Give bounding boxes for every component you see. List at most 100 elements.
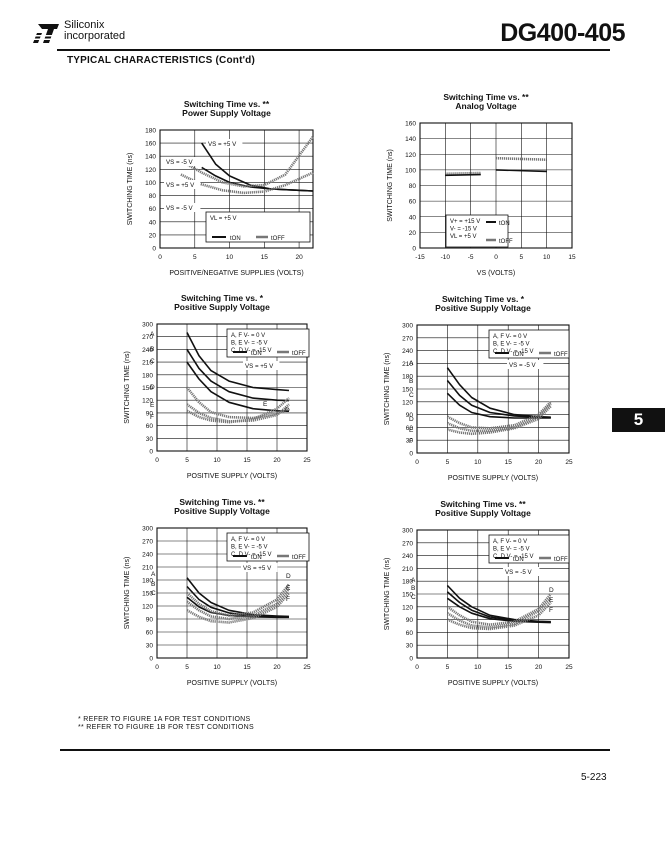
y-tick-label: 0: [149, 656, 153, 663]
y-tick-label: 0: [412, 246, 416, 253]
y-tick-label: 0: [152, 246, 156, 253]
y-tick-label: 30: [406, 643, 414, 650]
curve-label-B: B: [411, 585, 415, 592]
legend-ton-label: tON: [251, 351, 262, 357]
y-tick-label: 80: [409, 183, 417, 190]
series-ton: [201, 142, 314, 192]
curve-label-F: F: [150, 414, 154, 421]
annotation-label: VS = -5 V: [166, 205, 194, 212]
y-tick-label: 120: [402, 399, 413, 406]
y-axis-label: SWITCHING TIME (ns): [384, 353, 391, 426]
y-tick-label: 270: [402, 335, 413, 342]
y-tick-label: 120: [142, 398, 153, 405]
x-tick-label: 15: [243, 457, 251, 464]
y-tick-label: 180: [142, 372, 153, 379]
chart-title: Analog Voltage: [455, 101, 517, 111]
series-ton-B: [186, 348, 290, 402]
x-tick-label: 15: [261, 254, 269, 261]
series-ton: [495, 169, 547, 173]
charts-canvas: Switching Time vs. ** Power Supply Voltag…: [124, 92, 576, 687]
chart-title: Switching Time vs. **: [179, 497, 265, 507]
y-tick-label: 180: [402, 374, 413, 381]
y-tick-label: 120: [405, 152, 416, 159]
curve-label-C: C: [409, 392, 414, 399]
x-axis-label: POSITIVE SUPPLY (VOLTS): [187, 473, 277, 480]
y-tick-label: 60: [146, 423, 154, 430]
curve-label-E: E: [150, 402, 155, 409]
y-tick-label: 300: [402, 528, 413, 535]
series-ton-A: [186, 577, 290, 618]
chart-title: Switching Time vs. *: [442, 294, 525, 304]
chart-title: Positive Supply Voltage: [435, 303, 531, 313]
curve-label-B: B: [150, 346, 154, 353]
y-tick-label: 60: [149, 206, 157, 213]
brand-subtitle: incorporated: [64, 30, 126, 42]
x-tick-label: 5: [446, 664, 450, 671]
y-tick-label: 20: [409, 230, 417, 237]
chart-title: Power Supply Voltage: [182, 108, 271, 118]
legend-toff-label: tOFF: [554, 557, 568, 563]
y-tick-label: 160: [405, 121, 416, 128]
legend-text: A, F V- = 0 V: [493, 334, 527, 340]
y-tick-label: 160: [145, 141, 156, 148]
annotation-label: VS = +5 V: [243, 565, 272, 572]
part-number: DG400-405: [500, 19, 625, 47]
y-tick-label: 240: [142, 552, 153, 559]
y-tick-label: 240: [402, 553, 413, 560]
section-title: TYPICAL CHARACTERISTICS (Cont'd): [67, 55, 256, 66]
y-tick-label: 120: [142, 604, 153, 611]
x-tick-label: 25: [565, 664, 573, 671]
series-toff-D: [186, 583, 291, 617]
x-tick-label: 0: [415, 664, 419, 671]
x-tick-label: 5: [185, 457, 189, 464]
y-tick-label: 180: [402, 579, 413, 586]
x-tick-label: 15: [243, 664, 251, 671]
y-axis-label: SWITCHING TIME (ns): [127, 153, 134, 226]
legend-text: VL = +5 V: [450, 234, 476, 240]
page-number: 5-223: [581, 772, 607, 783]
y-tick-label: 240: [402, 348, 413, 355]
chart-title: Switching Time vs. *: [181, 293, 264, 303]
siliconix-logo: [33, 24, 59, 43]
x-tick-label: 5: [520, 254, 524, 261]
x-tick-label: 10: [474, 664, 482, 671]
y-tick-label: 270: [142, 334, 153, 341]
y-tick-label: 240: [142, 347, 153, 354]
curve-label-A: A: [151, 571, 156, 578]
y-tick-label: 210: [142, 360, 153, 367]
annotation-label: VS = -5 V: [509, 362, 537, 369]
x-tick-label: 10: [474, 459, 482, 466]
x-tick-label: 0: [155, 457, 159, 464]
annotation-bg: [241, 563, 278, 572]
x-tick-label: 20: [273, 664, 281, 671]
chart-6: Switching Time vs. **Positive Supply Vol…: [384, 499, 573, 687]
series-toff-F: [446, 601, 552, 631]
curve-label-F: F: [549, 607, 553, 614]
series-ton-A: [446, 367, 551, 418]
chart-5: Switching Time vs. **Positive Supply Vol…: [124, 497, 311, 687]
footnote-2: ** REFER TO FIGURE 1B FOR TEST CONDITION…: [78, 724, 254, 731]
series-toff-D: [185, 386, 290, 420]
legend-text: A, F V- = 0 V: [493, 539, 527, 545]
x-tick-label: 0: [158, 254, 162, 261]
x-tick-label: 10: [226, 254, 234, 261]
curve-label-C: C: [411, 594, 416, 601]
y-tick-label: 0: [409, 656, 413, 663]
legend-text: A, F V- = 0 V: [231, 333, 265, 339]
x-tick-label: 5: [193, 254, 197, 261]
series-toff-E: [186, 587, 291, 621]
x-tick-label: -5: [468, 254, 474, 261]
y-tick-label: 0: [409, 451, 413, 458]
chart-title: Positive Supply Voltage: [174, 302, 270, 312]
y-tick-label: 60: [406, 425, 414, 432]
chart-title: Switching Time vs. **: [443, 92, 529, 102]
annotation-bg: [507, 360, 544, 369]
x-tick-label: 0: [494, 254, 498, 261]
annotation-bg: [164, 203, 201, 212]
curve-label-F: F: [409, 438, 413, 445]
legend-toff-label: tOFF: [292, 555, 306, 561]
brand-name: Siliconix: [64, 19, 105, 31]
y-tick-label: 60: [409, 199, 417, 206]
y-tick-label: 80: [149, 193, 157, 200]
x-tick-label: 25: [303, 457, 311, 464]
